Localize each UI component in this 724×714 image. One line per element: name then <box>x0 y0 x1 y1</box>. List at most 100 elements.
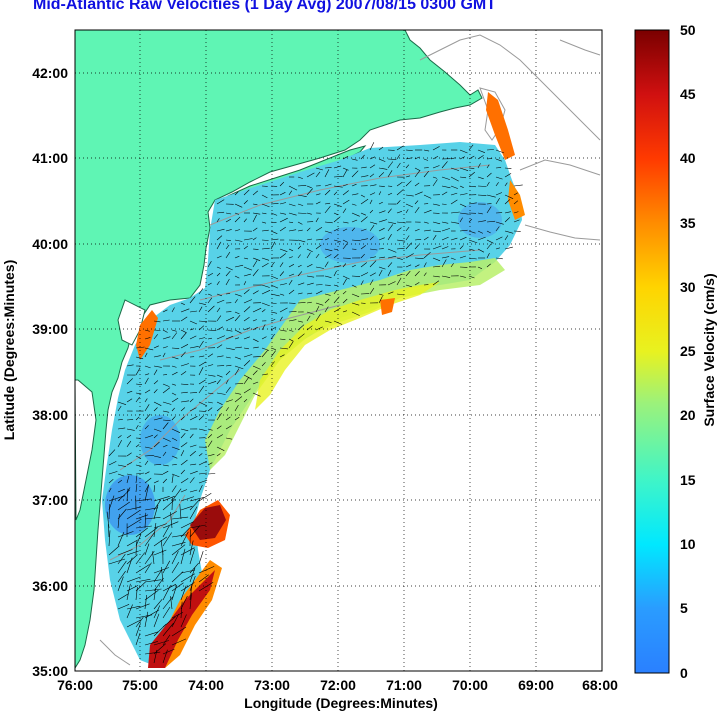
velocity-arrow <box>315 217 319 223</box>
velocity-arrow <box>108 504 110 520</box>
velocity-arrow <box>351 183 357 187</box>
x-tick-label: 74:00 <box>188 677 224 693</box>
velocity-arrow <box>450 221 460 224</box>
velocity-arrow <box>324 275 332 278</box>
velocity-arrow <box>162 444 168 448</box>
velocity-arrow <box>378 266 386 270</box>
velocity-arrow <box>450 237 458 241</box>
velocity-arrow <box>171 464 177 466</box>
velocity-arrow <box>504 235 509 241</box>
velocity-arrow <box>117 439 122 448</box>
colorbar-tick-label: 25 <box>680 343 696 359</box>
velocity-arrow <box>108 471 118 475</box>
velocity-arrow <box>135 392 142 395</box>
velocity-arrow <box>261 229 269 232</box>
velocity-arrow <box>207 428 213 431</box>
velocity-arrow <box>288 229 297 232</box>
velocity-arrow <box>216 326 224 331</box>
velocity-arrow <box>378 185 385 187</box>
velocity-arrow <box>369 184 377 187</box>
velocity-arrow <box>288 256 293 259</box>
velocity-arrow <box>306 248 313 253</box>
velocity-arrow <box>234 416 240 421</box>
velocity-arrow <box>198 566 215 574</box>
velocity-arrow <box>153 369 158 376</box>
velocity-arrow <box>270 361 275 367</box>
velocity-arrow <box>153 623 167 637</box>
velocity-arrow <box>387 161 394 169</box>
velocity-arrow <box>153 389 158 394</box>
velocity-arrow <box>225 266 233 271</box>
velocity-arrow <box>225 425 232 430</box>
velocity-arrow <box>468 144 474 151</box>
velocity-arrow <box>117 604 130 610</box>
velocity-arrow <box>450 211 460 214</box>
velocity-arrow <box>180 531 189 547</box>
velocity-arrow <box>126 440 132 448</box>
velocity-arrow <box>279 248 288 252</box>
velocity-arrow <box>153 605 161 619</box>
velocity-arrow <box>170 512 173 529</box>
velocity-arrow <box>441 236 449 241</box>
velocity-arrow <box>504 173 512 178</box>
velocity-arrow <box>486 158 493 160</box>
velocity-arrow <box>144 609 160 619</box>
y-tick-label: 37:00 <box>32 492 68 508</box>
yellow-band <box>255 282 440 410</box>
velocity-arrow <box>216 241 222 250</box>
velocity-arrow <box>342 221 349 224</box>
velocity-arrow <box>387 281 396 286</box>
velocity-arrow <box>360 216 368 223</box>
velocity-arrow <box>486 239 494 244</box>
velocity-arrow <box>486 230 491 234</box>
velocity-arrow <box>468 202 477 205</box>
velocity-arrow <box>459 245 464 250</box>
velocity-arrow <box>441 275 451 278</box>
velocity-arrow <box>144 365 151 369</box>
x-tick-label: 68:00 <box>582 677 618 693</box>
velocity-arrow <box>153 417 163 421</box>
velocity-arrow <box>153 496 170 502</box>
velocity-arrow <box>261 302 270 307</box>
velocity-arrow <box>171 437 178 441</box>
velocity-arrow <box>342 278 347 286</box>
velocity-arrow <box>207 329 217 331</box>
velocity-arrow <box>207 473 216 475</box>
velocity-arrow <box>252 227 258 232</box>
velocity-arrow <box>252 370 258 376</box>
velocity-arrow <box>189 563 199 574</box>
velocity-arrow <box>351 227 356 232</box>
velocity-arrow <box>162 464 169 467</box>
colorbar <box>634 29 670 674</box>
velocity-arrow <box>279 212 287 215</box>
velocity-arrow <box>486 172 492 178</box>
velocity-arrow <box>288 248 294 252</box>
velocity-arrow <box>135 483 138 493</box>
gulf-stream-hotspot <box>190 505 226 540</box>
velocity-arrow <box>243 238 253 241</box>
velocity-arrow <box>477 220 486 223</box>
velocity-arrow <box>252 212 261 215</box>
velocity-arrow <box>162 437 171 442</box>
velocity-arrow <box>432 179 438 187</box>
velocity-arrow <box>171 534 186 538</box>
velocity-arrow <box>405 209 409 214</box>
velocity-arrow <box>333 307 341 313</box>
velocity-arrow <box>243 218 247 223</box>
velocity-arrow <box>333 265 342 268</box>
velocity-arrow <box>180 432 186 439</box>
colorbar-tick-label: 35 <box>680 215 696 231</box>
velocity-arrow <box>171 356 179 360</box>
velocity-arrow <box>162 329 168 333</box>
velocity-arrow <box>414 169 421 178</box>
velocity-arrow <box>126 554 138 565</box>
velocity-arrow <box>144 611 149 628</box>
velocity-arrow <box>153 640 169 646</box>
velocity-arrow <box>495 197 500 205</box>
velocity-arrow <box>198 401 208 407</box>
velocity-arrow <box>144 543 150 556</box>
velocity-arrow <box>234 216 241 223</box>
x-tick-label: 72:00 <box>320 677 356 693</box>
velocity-arrow <box>369 199 373 205</box>
colorbar-tick-label: 10 <box>680 536 696 552</box>
